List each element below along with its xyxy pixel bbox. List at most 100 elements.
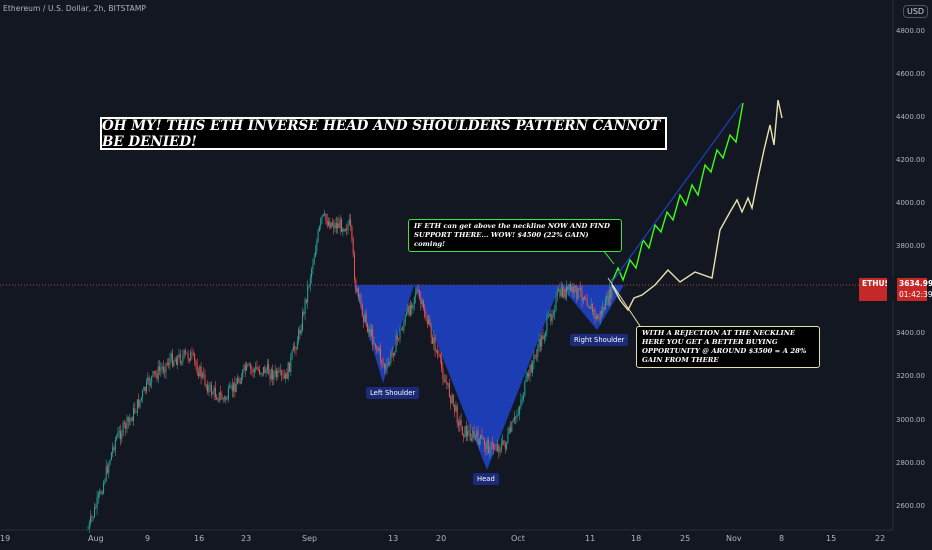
x-tick: 20 [436, 534, 447, 543]
headline-box: OH MY! THIS ETH INVERSE HEAD AND SHOULDE… [100, 117, 667, 150]
candle-body [190, 352, 192, 361]
candle-body [355, 279, 357, 292]
candle-body [591, 303, 593, 312]
candle-body [165, 363, 167, 373]
candle-body [454, 404, 456, 411]
candle-body [360, 295, 362, 305]
candle-body [134, 408, 136, 413]
candle-body [533, 355, 535, 363]
candle-body [348, 219, 350, 225]
candle-body [532, 362, 534, 373]
candle-body [495, 449, 497, 451]
candle-body [425, 317, 427, 321]
candle-body [601, 310, 602, 315]
candle-body [351, 226, 353, 239]
candle-body [498, 444, 500, 452]
y-tick: 3200.00 [896, 372, 925, 380]
candle-body [513, 417, 515, 421]
projection-trendline [611, 102, 743, 283]
candle-body [580, 288, 582, 291]
candle-body [382, 363, 384, 365]
candle-body [359, 295, 361, 297]
candle-body [571, 286, 573, 291]
candle-body [597, 315, 599, 319]
currency-button[interactable]: USD [903, 5, 929, 18]
candle-body [554, 309, 556, 314]
candle-body [138, 399, 140, 408]
candle-body [339, 219, 341, 228]
x-tick: 11 [585, 534, 596, 543]
candle-body [321, 215, 323, 220]
candle-body [576, 285, 578, 299]
candle-body [166, 363, 168, 364]
candle-body [594, 309, 596, 319]
candle-body [456, 405, 458, 423]
candle-body [595, 315, 597, 319]
candle-body [191, 352, 193, 354]
candle-body [383, 364, 385, 369]
candle-body [224, 396, 225, 399]
candle-body [357, 288, 359, 297]
candle-body [420, 297, 422, 304]
candle-body [92, 517, 94, 518]
candle-body [294, 346, 296, 349]
candle-body [435, 350, 437, 352]
candle-body [428, 319, 430, 325]
candle-body [263, 366, 264, 374]
candle-body [463, 435, 465, 438]
candle-body [502, 440, 504, 444]
candle-body [253, 369, 255, 373]
candle-body [373, 343, 375, 345]
candle-body [465, 426, 467, 437]
x-tick: 23 [241, 534, 252, 543]
candle-body [234, 382, 236, 393]
candle-body [173, 361, 175, 367]
candle-body [568, 283, 570, 290]
candle-body [489, 452, 491, 454]
x-tick: Aug [88, 534, 104, 543]
candle-body [512, 420, 514, 423]
candle-body [290, 356, 292, 372]
candle-body [289, 362, 290, 372]
candle-body [474, 435, 476, 438]
candle-body [148, 377, 150, 386]
candle-body [434, 337, 436, 352]
candle-body [212, 393, 214, 395]
candle-body [230, 385, 232, 387]
tag-spacer [887, 278, 897, 301]
x-tick: 18 [631, 534, 642, 543]
candle-body [497, 444, 498, 451]
candle-body [555, 296, 557, 310]
candle-body [287, 362, 289, 379]
candle-body [558, 289, 560, 292]
candle-body [564, 289, 566, 298]
candle-body [452, 394, 454, 405]
candle-body [378, 348, 380, 351]
candle-body [211, 384, 212, 395]
candle-body [447, 383, 449, 385]
candle-body [451, 394, 453, 404]
candle-body [526, 373, 528, 377]
candle-body [95, 507, 97, 509]
candle-body [149, 382, 151, 386]
candle-body [578, 288, 580, 290]
candle-body [541, 335, 543, 347]
candle-body [604, 299, 606, 310]
candle-body [602, 307, 604, 315]
candle-body [399, 329, 401, 340]
candle-body [97, 494, 99, 498]
candle-body [539, 338, 541, 347]
candle-body [117, 432, 119, 438]
candle-body [239, 381, 241, 384]
left-shoulder-label: Left Shoulder [366, 387, 420, 399]
candle-body [105, 466, 107, 481]
candle-body [244, 365, 246, 371]
candle-body [421, 300, 423, 304]
candle-body [430, 326, 432, 338]
candle-body [130, 417, 132, 420]
last-price-tag: ETHUSD 3634.99 01:42:39 [859, 278, 932, 301]
candle-body [309, 277, 311, 286]
candle-body [204, 374, 206, 386]
candle-body [112, 447, 114, 453]
